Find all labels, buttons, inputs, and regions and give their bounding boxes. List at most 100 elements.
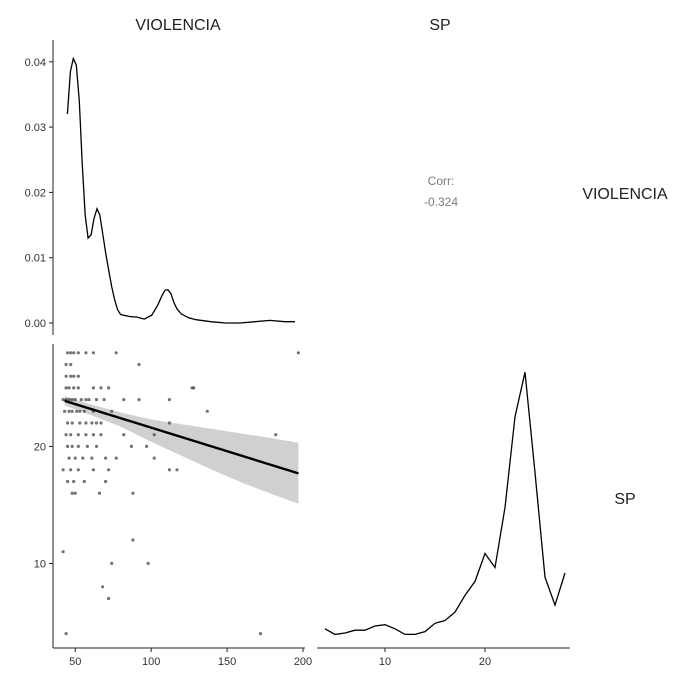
scatter-point <box>67 386 71 390</box>
scatter-point <box>274 433 278 437</box>
scatter-point <box>70 409 74 413</box>
scatter-point <box>69 374 73 378</box>
scatter-point <box>114 351 118 355</box>
x-tick-label: 100 <box>142 656 160 668</box>
scatter-point <box>76 444 80 448</box>
scatter-point <box>175 468 179 472</box>
scatter-point <box>107 468 111 472</box>
x-tick-label: 150 <box>218 656 236 668</box>
scatter-point <box>73 491 77 495</box>
scatter-point <box>70 444 74 448</box>
scatter-point <box>72 479 76 484</box>
scatter-point <box>70 398 74 402</box>
scatter-point <box>104 456 108 460</box>
scatter-point <box>101 585 105 589</box>
scatter-point <box>107 386 111 390</box>
scatter-point <box>79 398 83 402</box>
scatter-point <box>66 479 70 484</box>
regression-line <box>64 399 299 475</box>
scatter-point <box>137 398 141 402</box>
scatter-point <box>99 433 103 437</box>
scatter-point <box>78 421 82 425</box>
scatter-point <box>82 409 86 413</box>
density-sp-line <box>324 372 566 636</box>
scatter-point <box>146 561 150 566</box>
scatter-point <box>66 444 70 448</box>
scatter-point <box>76 351 80 355</box>
scatter-point <box>91 433 95 437</box>
scatter-point <box>97 491 102 495</box>
scatter-point <box>67 409 71 413</box>
y-tick-label: 0.02 <box>25 187 46 199</box>
scatter-point <box>61 468 65 472</box>
scatter-point <box>64 632 68 636</box>
scatter-point <box>94 421 99 425</box>
scatter-point <box>145 444 149 448</box>
column-strip-sp: SP <box>429 17 450 34</box>
scatter-point <box>84 433 88 437</box>
scatter-point <box>64 386 68 390</box>
scatter-point <box>99 421 103 425</box>
scatter-point <box>76 468 80 472</box>
scatter-point <box>64 362 68 367</box>
scatter-point <box>76 386 80 390</box>
scatter-point <box>90 421 94 425</box>
row-strip-sp: SP <box>614 491 635 508</box>
scatter-point <box>258 632 263 636</box>
y-tick-label: 0.01 <box>25 253 46 265</box>
scatter-point <box>192 386 196 390</box>
y-tick-label: 10 <box>34 558 46 570</box>
scatter-point <box>72 351 76 355</box>
scatter-point <box>90 456 94 460</box>
y-tick-label: 0.03 <box>25 122 46 134</box>
scatter-point <box>107 596 111 601</box>
correlation-label: Corr: <box>428 174 455 188</box>
confidence-ribbon <box>64 396 299 504</box>
scatter-point <box>205 409 209 413</box>
scatter-point <box>129 444 133 448</box>
scatter-point <box>296 351 300 355</box>
x-tick-label: 200 <box>294 656 312 668</box>
scatter-point <box>167 421 171 425</box>
scatter-point <box>72 374 76 378</box>
scatter-point <box>76 374 80 378</box>
scatter-point <box>66 351 70 355</box>
scatter-point <box>70 491 74 495</box>
scatter-point <box>131 491 135 495</box>
scatter-point <box>63 409 67 413</box>
scatter-point <box>73 456 77 460</box>
scatter-point <box>137 362 141 367</box>
scatter-point <box>91 386 95 390</box>
scatter-point <box>64 374 68 378</box>
scatter-point <box>110 561 114 566</box>
scatter-point <box>64 433 68 437</box>
scatter-point <box>85 444 89 448</box>
scatter-point <box>84 351 88 355</box>
scatter-point <box>84 398 88 402</box>
scatter-point <box>167 468 171 472</box>
scatter-point <box>82 479 86 484</box>
scatter-point <box>72 386 76 390</box>
scatter-point <box>114 456 118 460</box>
x-tick-label: 10 <box>379 656 391 668</box>
scatter-point <box>152 456 156 460</box>
scatter-point <box>67 456 71 460</box>
scatter-point <box>84 421 88 425</box>
y-tick-label: 0.00 <box>25 318 46 330</box>
scatter-point <box>122 398 126 402</box>
row-strip-violencia: VIOLENCIA <box>582 186 668 203</box>
scatter-point <box>69 433 73 437</box>
scatter-point <box>69 362 73 367</box>
density-violencia-line <box>66 56 295 324</box>
scatter-point <box>70 421 74 425</box>
scatter-point <box>131 538 135 542</box>
scatter-point <box>87 398 91 402</box>
scatter-point <box>110 409 114 413</box>
scatter-point <box>94 398 99 402</box>
scatter-point <box>81 456 85 460</box>
scatter-point <box>104 479 108 484</box>
x-tick-label: 50 <box>69 656 81 668</box>
column-strip-violencia: VIOLENCIA <box>135 17 221 34</box>
correlation-value: -0.324 <box>424 195 458 209</box>
